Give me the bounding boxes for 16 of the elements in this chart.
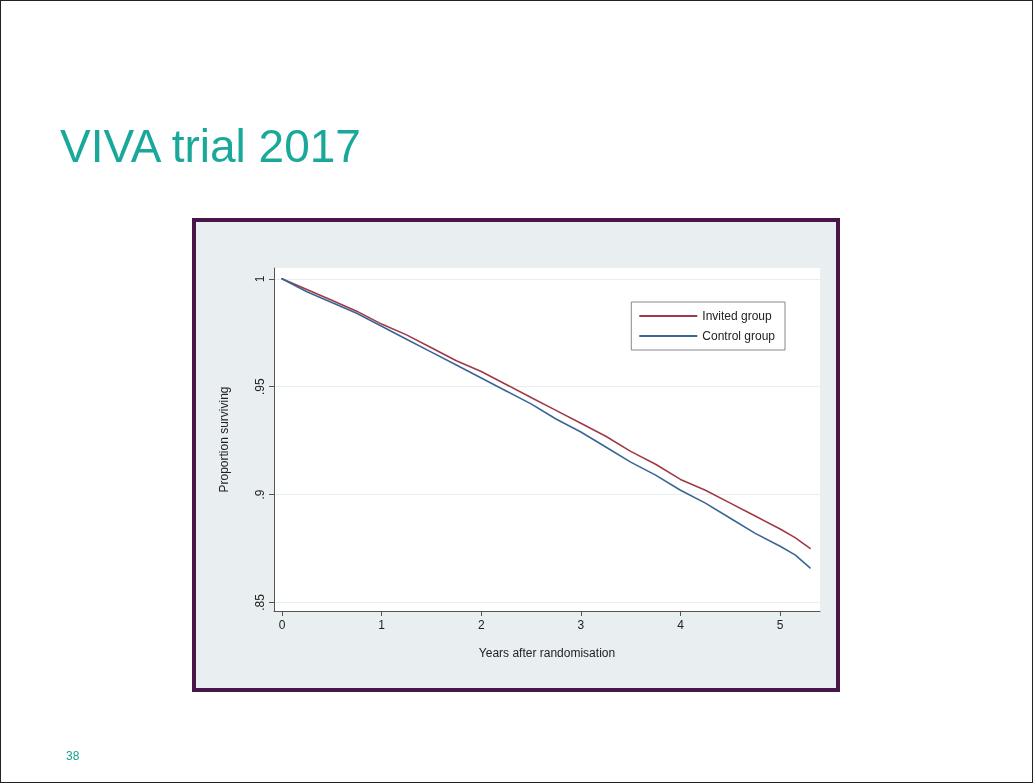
x-tick-label: 2	[477, 618, 485, 632]
x-tick-label: 3	[577, 618, 585, 632]
legend-label: Invited group	[702, 309, 772, 323]
x-tick-label: 1	[378, 618, 386, 632]
x-tick-label: 5	[776, 618, 784, 632]
y-tick-label: .9	[253, 489, 267, 500]
chart-title: VIVA trial 2017	[60, 120, 361, 172]
y-tick-label: .85	[253, 593, 267, 611]
y-tick-label: 1	[253, 275, 267, 283]
x-axis-title: Years after randomisation	[478, 646, 616, 660]
y-axis-title: Proportion surviving	[217, 386, 231, 493]
text: 38	[66, 749, 80, 763]
x-tick-label: 4	[677, 618, 685, 632]
legend-label: Control group	[702, 329, 776, 343]
y-tick-label: .95	[253, 377, 267, 395]
x-tick-label: 0	[278, 618, 286, 632]
